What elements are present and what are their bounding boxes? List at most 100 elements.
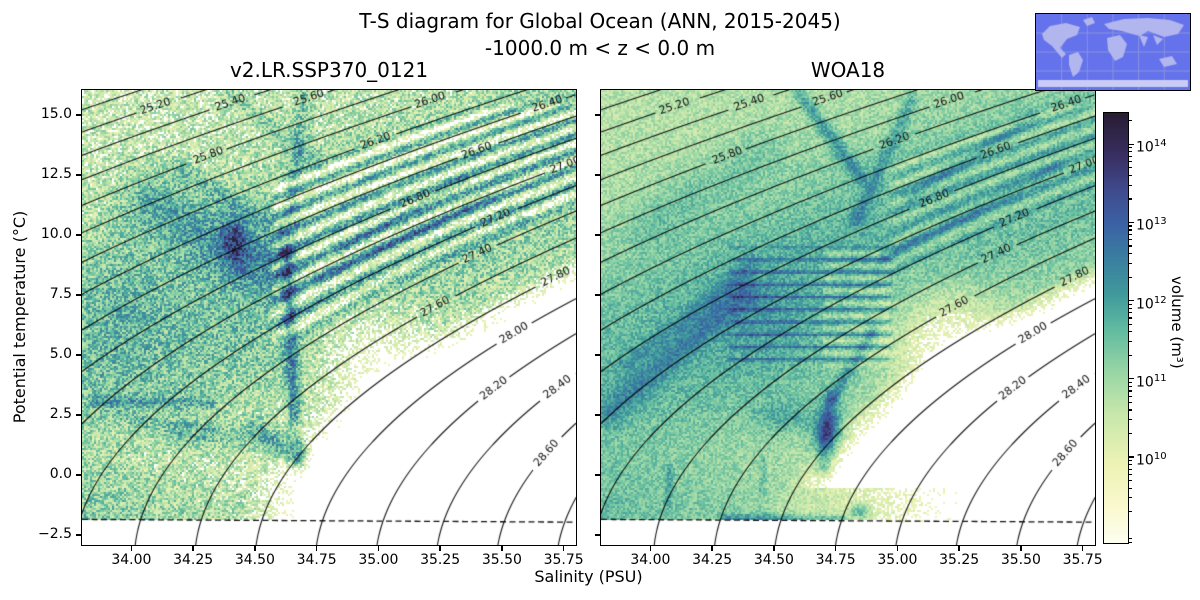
y-tick-mark — [75, 414, 81, 416]
y-tick-label: 10.0 — [40, 225, 72, 242]
colorbar-minor-tick — [1129, 151, 1132, 153]
colorbar-minor-tick — [1129, 409, 1132, 411]
colorbar-minor-tick — [1129, 167, 1132, 169]
x-tick-label: 34.50 — [753, 552, 794, 568]
y-tick-mark — [594, 174, 600, 176]
colorbar-tick-label: 1013 — [1136, 216, 1167, 235]
ts-heatmap-obs — [600, 89, 1095, 545]
x-tick-label: 34.50 — [234, 552, 275, 568]
y-tick-mark — [75, 534, 81, 536]
colorbar-gradient — [1104, 113, 1128, 543]
y-tick-mark — [75, 234, 81, 236]
colorbar-minor-tick — [1129, 303, 1132, 305]
x-tick-label: 35.75 — [543, 552, 584, 568]
y-tick-mark — [594, 414, 600, 416]
colorbar-minor-tick — [1129, 120, 1132, 122]
y-tick-label: 12.5 — [40, 165, 72, 182]
x-tick-label: 35.50 — [481, 552, 522, 568]
colorbar-minor-tick — [1129, 385, 1132, 387]
colorbar-minor-tick — [1129, 381, 1132, 383]
colorbar-minor-tick — [1129, 432, 1132, 435]
colorbar-minor-tick — [1129, 245, 1132, 247]
colorbar-minor-tick — [1129, 262, 1132, 264]
y-tick-mark — [594, 294, 600, 296]
figure-title: T-S diagram for Global Ocean (ANN, 2015-… — [359, 9, 841, 33]
colorbar-minor-tick — [1129, 307, 1132, 309]
x-tick-label: 34.75 — [815, 552, 856, 568]
y-tick-mark — [594, 114, 600, 116]
y-tick-mark — [75, 114, 81, 116]
colorbar-minor-tick — [1129, 184, 1132, 186]
x-tick-label: 35.75 — [1062, 552, 1103, 568]
y-tick-mark — [594, 354, 600, 356]
ts-heatmap-model — [81, 89, 576, 545]
x-axis-label: Salinity (PSU) — [534, 567, 643, 586]
colorbar-minor-tick — [1129, 468, 1132, 470]
ts-plot-obs — [599, 88, 1096, 546]
colorbar-minor-tick — [1129, 225, 1132, 227]
colorbar-minor-tick — [1129, 459, 1132, 462]
x-tick-mark — [834, 546, 837, 551]
x-tick-label: 34.00 — [630, 552, 671, 568]
colorbar-minor-tick — [1129, 323, 1132, 325]
colorbar-minor-tick — [1129, 479, 1132, 482]
y-tick-mark — [75, 474, 81, 476]
colorbar-minor-tick — [1129, 390, 1132, 392]
colorbar-minor-tick — [1129, 239, 1132, 241]
colorbar-major-tick — [1129, 143, 1134, 145]
colorbar-label: volume (m³) — [1168, 275, 1186, 369]
colorbar-minor-tick — [1129, 542, 1132, 544]
x-tick-mark — [439, 546, 441, 551]
colorbar-minor-tick — [1129, 401, 1132, 403]
colorbar-minor-tick — [1129, 147, 1132, 149]
colorbar-major-tick — [1129, 456, 1134, 458]
x-tick-label: 35.50 — [1000, 552, 1041, 568]
x-tick-mark — [1020, 546, 1022, 551]
y-tick-mark — [75, 174, 81, 176]
colorbar-minor-tick — [1129, 312, 1132, 314]
y-tick-mark — [75, 294, 81, 296]
colorbar-minor-tick — [1129, 538, 1132, 540]
colorbar-minor-tick — [1129, 331, 1132, 333]
x-tick-mark — [501, 546, 503, 551]
colorbar-minor-tick — [1129, 161, 1132, 163]
x-tick-label: 34.00 — [111, 552, 152, 568]
colorbar-major-tick — [1129, 221, 1134, 224]
x-tick-label: 35.00 — [358, 552, 399, 568]
colorbar-minor-tick — [1129, 317, 1132, 319]
colorbar-minor-tick — [1129, 354, 1132, 356]
colorbar-minor-tick — [1129, 229, 1132, 231]
x-tick-mark — [896, 546, 899, 551]
colorbar-minor-tick — [1129, 497, 1132, 499]
colorbar-minor-tick — [1129, 174, 1132, 176]
y-axis-label: Potential temperature (°C) — [10, 210, 29, 424]
x-tick-label: 34.25 — [692, 552, 733, 568]
x-tick-mark — [711, 546, 713, 551]
figure-subtitle: -1000.0 m < z < 0.0 m — [484, 36, 716, 60]
colorbar-minor-tick — [1129, 463, 1132, 466]
colorbar-minor-tick — [1129, 198, 1132, 200]
y-tick-label: 7.5 — [49, 285, 72, 302]
x-tick-label: 35.25 — [420, 552, 461, 568]
panel-title-obs: WOA18 — [810, 58, 886, 82]
x-tick-label: 34.75 — [296, 552, 337, 568]
colorbar-minor-tick — [1129, 511, 1132, 513]
y-tick-mark — [75, 354, 81, 356]
world-map-inset — [1035, 13, 1191, 91]
x-tick-label: 35.00 — [877, 552, 918, 568]
ts-plot-model — [80, 88, 577, 546]
world-map-canvas — [1036, 14, 1190, 90]
y-tick-mark — [594, 234, 600, 236]
y-tick-label: 0.0 — [49, 465, 72, 482]
y-tick-mark — [594, 474, 600, 476]
colorbar-tick-label: 1011 — [1136, 372, 1167, 391]
y-tick-label: 5.0 — [49, 345, 72, 362]
x-tick-mark — [192, 546, 194, 551]
colorbar-minor-tick — [1129, 155, 1132, 157]
x-tick-mark — [254, 546, 256, 551]
x-tick-mark — [130, 546, 133, 551]
colorbar-tick-label: 1010 — [1136, 451, 1167, 469]
colorbar-minor-tick — [1129, 395, 1132, 397]
colorbar-minor-tick — [1129, 340, 1132, 343]
